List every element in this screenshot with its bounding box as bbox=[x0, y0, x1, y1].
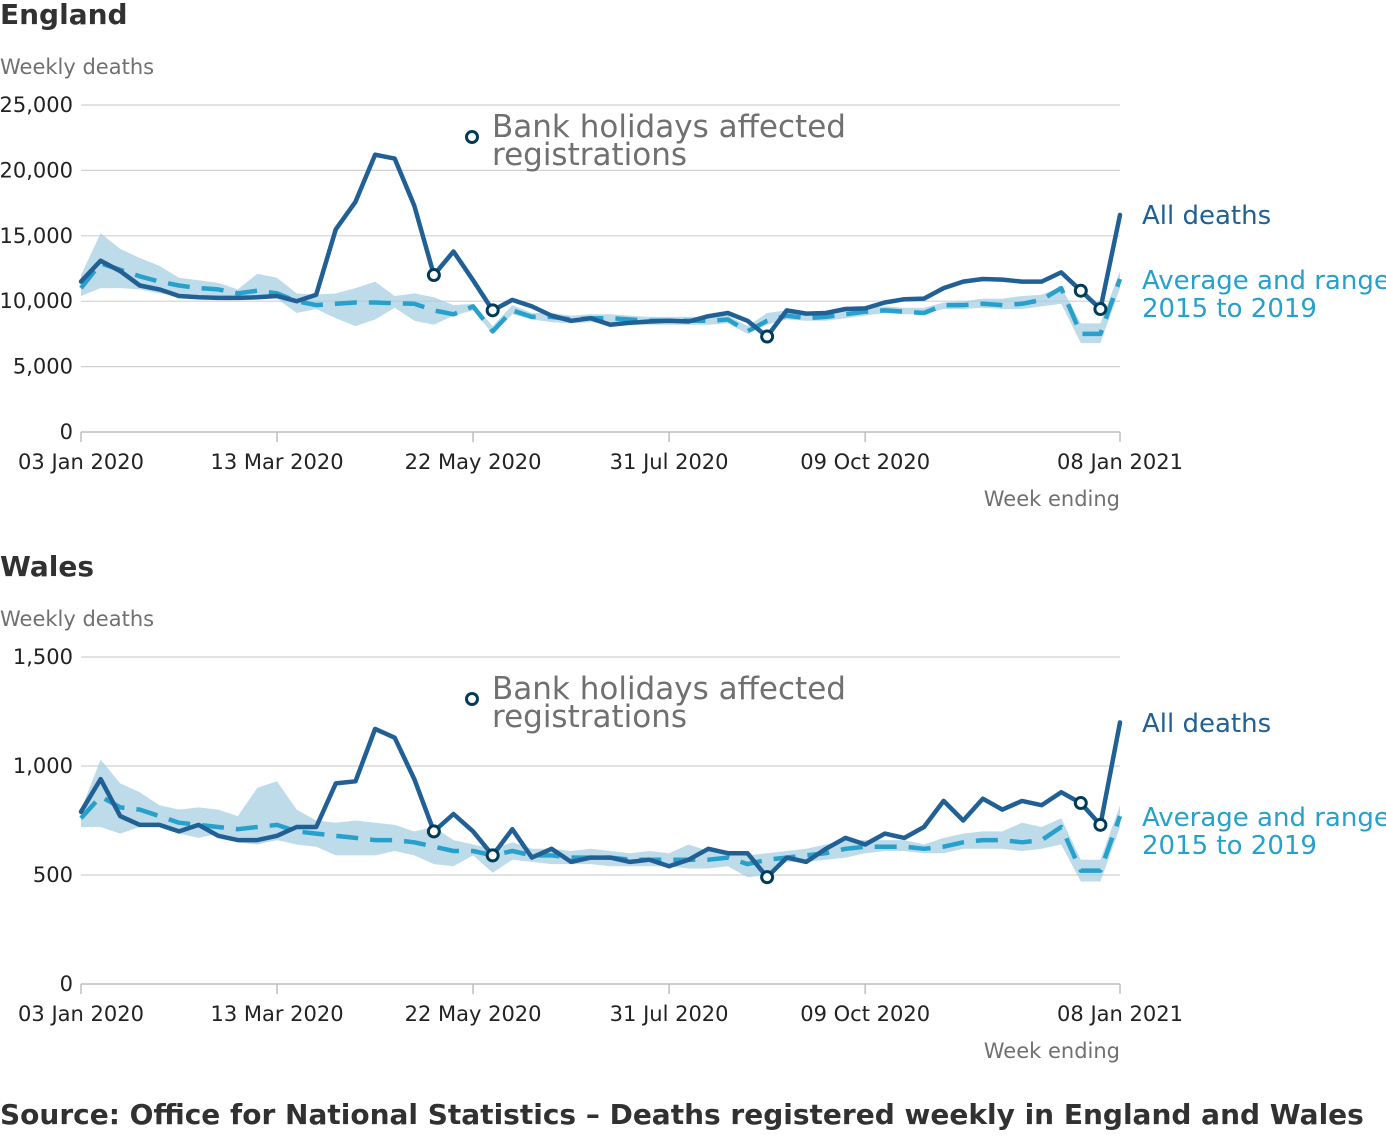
england-all-deaths-series-line bbox=[78, 152, 1123, 339]
england-annotation-line1: Bank holidays affected bbox=[492, 109, 846, 145]
england-x-tick-label: 08 Jan 2021 bbox=[1057, 450, 1183, 474]
england-x-tick-label: 31 Jul 2020 bbox=[610, 450, 729, 474]
england-bank-holiday-marker bbox=[1073, 283, 1088, 298]
england-bank-holiday-marker bbox=[760, 329, 775, 344]
england-x-tick-label: 03 Jan 2020 bbox=[18, 450, 144, 474]
wales-y-tick-labels: 0 500 1,000 1,500 bbox=[13, 645, 73, 996]
wales-annotation-line1: Bank holidays affected bbox=[492, 671, 846, 707]
england-average-series-line bbox=[79, 261, 1123, 337]
england-bank-holiday-markers bbox=[426, 268, 1108, 344]
england-y-tick-label: 10,000 bbox=[0, 289, 73, 313]
england-bank-holiday-marker bbox=[426, 268, 441, 283]
england-annotation: Bank holidays affected registrations bbox=[465, 109, 846, 173]
wales-range-band bbox=[81, 759, 1120, 882]
wales-x-tick-label: 08 Jan 2021 bbox=[1057, 1002, 1183, 1026]
wales-x-axis: 03 Jan 2020 13 Mar 2020 22 May 2020 31 Jul … bbox=[18, 983, 1183, 1026]
england-all-deaths-label: All deaths bbox=[1142, 201, 1271, 231]
source-note: Source: Office for National Statistics –… bbox=[0, 1098, 1364, 1131]
england-all-deaths-line bbox=[78, 152, 1123, 339]
wales-average-label-line2: 2015 to 2019 bbox=[1142, 831, 1317, 861]
england-annotation-marker-icon bbox=[465, 130, 479, 144]
england-y-axis-label: Weekly deaths bbox=[0, 55, 154, 79]
wales-average-series-line bbox=[79, 794, 1123, 873]
england-title: England bbox=[0, 0, 128, 31]
england-annotation-line2: registrations bbox=[492, 137, 687, 173]
wales-gridlines bbox=[81, 656, 1120, 876]
wales-x-tick-label: 09 Oct 2020 bbox=[800, 1002, 930, 1026]
wales-average-label-line1: Average and range bbox=[1142, 803, 1386, 833]
england-x-tick-label: 22 May 2020 bbox=[405, 450, 542, 474]
england-x-tick-label: 09 Oct 2020 bbox=[800, 450, 930, 474]
wales-y-tick-label: 1,500 bbox=[13, 645, 73, 669]
wales-chart: Wales Weekly deaths 0 500 1,000 1,500 03 Ja… bbox=[0, 550, 1386, 1063]
england-y-tick-label: 15,000 bbox=[0, 224, 73, 248]
wales-bank-holiday-marker bbox=[1073, 796, 1088, 811]
england-x-axis: 03 Jan 2020 13 Mar 2020 22 May 2020 31 Jul … bbox=[18, 431, 1183, 474]
wales-annotation-marker-icon bbox=[465, 692, 479, 706]
england-y-tick-label: 0 bbox=[60, 420, 73, 444]
wales-annotation: Bank holidays affected registrations bbox=[465, 671, 846, 735]
england-x-axis-label: Week ending bbox=[984, 487, 1120, 511]
wales-y-tick-label: 500 bbox=[33, 863, 73, 887]
wales-x-tick-label: 22 May 2020 bbox=[405, 1002, 542, 1026]
wales-range-area bbox=[81, 759, 1120, 882]
wales-all-deaths-series-line bbox=[78, 720, 1123, 880]
wales-bank-holiday-marker bbox=[426, 824, 441, 839]
england-y-tick-label: 20,000 bbox=[0, 158, 73, 182]
wales-annotation-line2: registrations bbox=[492, 699, 687, 735]
england-y-tick-labels: 0 5,000 10,000 15,000 20,000 25,000 bbox=[0, 93, 73, 444]
england-x-tick-label: 13 Mar 2020 bbox=[210, 450, 343, 474]
wales-bank-holiday-markers bbox=[426, 796, 1108, 885]
england-range-band bbox=[81, 233, 1120, 344]
wales-x-axis-label: Week ending bbox=[984, 1039, 1120, 1063]
wales-all-deaths-line bbox=[78, 720, 1123, 880]
wales-x-tick-label: 03 Jan 2020 bbox=[18, 1002, 144, 1026]
wales-bank-holiday-marker bbox=[1093, 817, 1108, 832]
england-bank-holiday-marker bbox=[485, 303, 500, 318]
wales-x-tick-label: 13 Mar 2020 bbox=[210, 1002, 343, 1026]
england-chart: England Weekly deaths 0 5,000 10,000 15,000… bbox=[0, 0, 1386, 511]
england-y-tick-label: 25,000 bbox=[0, 93, 73, 117]
wales-average-line bbox=[79, 794, 1123, 873]
england-average-label-line1: Average and range bbox=[1142, 266, 1386, 296]
wales-y-tick-label: 0 bbox=[60, 972, 73, 996]
wales-all-deaths-label: All deaths bbox=[1142, 709, 1271, 739]
england-bank-holiday-marker bbox=[1093, 302, 1108, 317]
wales-bank-holiday-marker bbox=[485, 848, 500, 863]
wales-y-tick-label: 1,000 bbox=[13, 754, 73, 778]
wales-y-axis-label: Weekly deaths bbox=[0, 607, 154, 631]
wales-x-tick-label: 31 Jul 2020 bbox=[610, 1002, 729, 1026]
wales-title: Wales bbox=[0, 550, 94, 583]
england-average-line bbox=[79, 261, 1123, 337]
england-gridlines bbox=[81, 104, 1120, 368]
england-average-label-line2: 2015 to 2019 bbox=[1142, 294, 1317, 324]
england-range-area bbox=[81, 233, 1120, 344]
england-y-tick-label: 5,000 bbox=[13, 355, 73, 379]
wales-bank-holiday-marker bbox=[760, 870, 775, 885]
